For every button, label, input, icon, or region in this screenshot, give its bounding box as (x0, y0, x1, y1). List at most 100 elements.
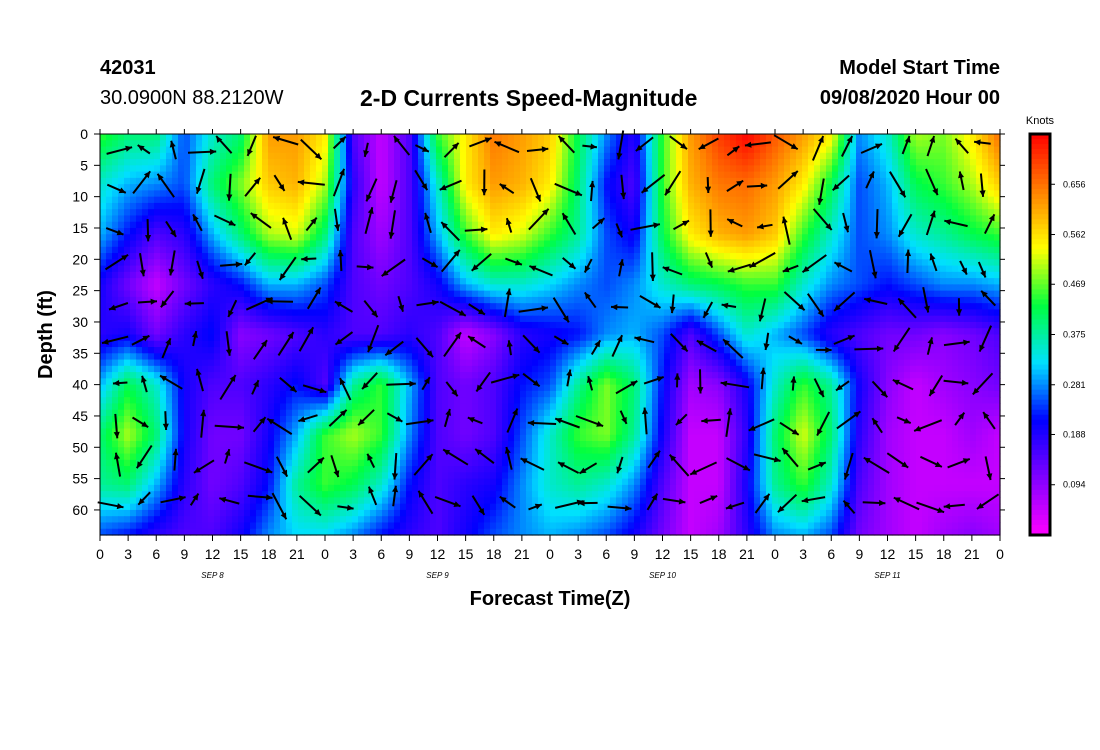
heatmap-cell (850, 271, 857, 279)
heatmap-cell (274, 196, 281, 204)
heatmap-cell (172, 271, 179, 279)
heatmap-cell (682, 290, 689, 298)
heatmap-cell (868, 328, 875, 336)
heatmap-cell (328, 190, 335, 198)
heatmap-cell (874, 284, 881, 292)
heatmap-cell (598, 177, 605, 185)
heatmap-cell (388, 171, 395, 179)
heatmap-cell (382, 303, 389, 311)
heatmap-cell (268, 227, 275, 235)
heatmap-cell (142, 159, 149, 166)
heatmap-cell (784, 165, 791, 173)
heatmap-cell (322, 315, 329, 323)
heatmap-cell (472, 296, 479, 304)
heatmap-cell (334, 309, 341, 317)
heatmap-cell (352, 340, 359, 348)
heatmap-cell (940, 246, 947, 254)
heatmap-cell (280, 209, 287, 217)
heatmap-cell (880, 259, 887, 267)
heatmap-cell (412, 221, 419, 229)
heatmap-cell (322, 321, 329, 329)
heatmap-cell (448, 165, 455, 173)
heatmap-cell (334, 227, 341, 235)
heatmap-cell (370, 140, 377, 148)
heatmap-cell (346, 234, 353, 242)
heatmap-cell (376, 278, 383, 285)
heatmap-cell (208, 177, 215, 185)
heatmap-cell (922, 146, 929, 154)
heatmap-cell (718, 177, 725, 185)
heatmap-cell (784, 240, 791, 248)
heatmap-cell (628, 215, 635, 223)
heatmap-cell (154, 253, 161, 260)
heatmap-cell (250, 134, 257, 141)
heatmap-cell (424, 240, 431, 248)
heatmap-cell (502, 328, 509, 336)
heatmap-cell (382, 265, 389, 273)
heatmap-cell (526, 303, 533, 311)
heatmap-cell (580, 177, 587, 185)
heatmap-cell (292, 171, 299, 179)
heatmap-cell (454, 171, 461, 179)
heatmap-cell (550, 165, 557, 173)
heatmap-cell (958, 240, 965, 248)
heatmap-cell (586, 221, 593, 229)
heatmap-cell (880, 171, 887, 179)
heatmap-cell (952, 171, 959, 179)
heatmap-cell (550, 184, 557, 191)
heatmap-cell (298, 259, 305, 267)
heatmap-cell (358, 265, 365, 273)
heatmap-cell (208, 309, 215, 317)
heatmap-cell (916, 253, 923, 260)
heatmap-cell (538, 303, 545, 311)
heatmap-cell (484, 265, 491, 273)
heatmap-cell (532, 328, 539, 336)
heatmap-cell (310, 165, 317, 173)
heatmap-cell (454, 159, 461, 166)
heatmap-cell (688, 271, 695, 279)
heatmap-cell (580, 202, 587, 210)
heatmap-cell (850, 159, 857, 166)
heatmap-cell (814, 140, 821, 148)
heatmap-cell (820, 165, 827, 173)
heatmap-cell (964, 284, 971, 292)
heatmap-cell (274, 284, 281, 292)
heatmap-cell (982, 171, 989, 179)
heatmap-cell (892, 334, 899, 342)
heatmap-cell (622, 271, 629, 279)
heatmap-cell (352, 309, 359, 317)
heatmap-cell (250, 328, 257, 336)
heatmap-cell (958, 321, 965, 329)
heatmap-cell (238, 202, 245, 210)
heatmap-cell (454, 303, 461, 311)
heatmap-cell (580, 284, 587, 292)
heatmap-cell (118, 303, 125, 311)
heatmap-cell (310, 146, 317, 154)
heatmap-cell (490, 184, 497, 191)
heatmap-cell (910, 177, 917, 185)
heatmap-cell (886, 271, 893, 279)
heatmap-cell (466, 296, 473, 304)
heatmap-cell (274, 165, 281, 173)
heatmap-cell (112, 140, 119, 148)
heatmap-cell (484, 146, 491, 154)
heatmap-cell (448, 196, 455, 204)
heatmap-cell (934, 334, 941, 342)
heatmap-cell (400, 165, 407, 173)
heatmap-cell (286, 296, 293, 304)
heatmap-cell (496, 152, 503, 160)
heatmap-cell (478, 253, 485, 260)
heatmap-cell (136, 177, 143, 185)
heatmap-cell (502, 234, 509, 242)
heatmap-cell (592, 184, 599, 191)
heatmap-cell (388, 321, 395, 329)
heatmap-cell (286, 259, 293, 267)
heatmap-cell (916, 303, 923, 311)
heatmap-cell (184, 202, 191, 210)
heatmap-cell (850, 196, 857, 204)
heatmap-cell (814, 221, 821, 229)
heatmap-cell (322, 177, 329, 185)
heatmap-cell (826, 184, 833, 191)
heatmap-cell (694, 146, 701, 154)
heatmap-cell (112, 152, 119, 160)
